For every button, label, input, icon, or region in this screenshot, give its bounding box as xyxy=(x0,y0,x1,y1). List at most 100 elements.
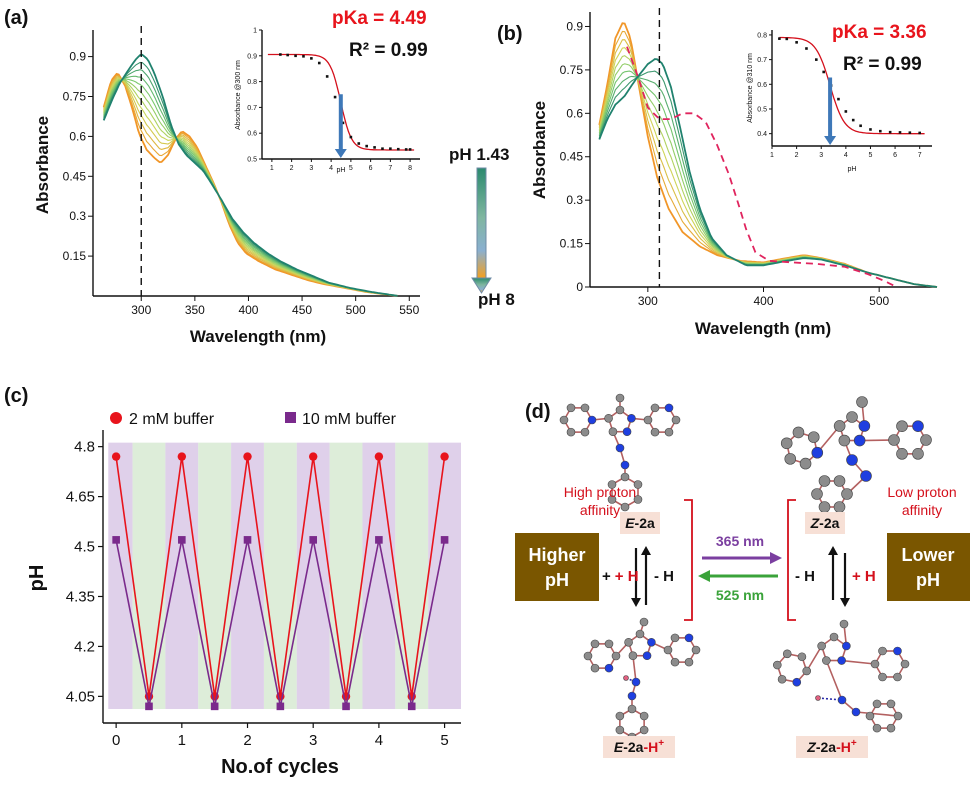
e-minus-h: - H xyxy=(654,568,674,585)
panel-c-series-1-point-9 xyxy=(407,702,416,711)
inset-b-y-tick-label-3: 0.7 xyxy=(757,57,767,64)
e-bracket xyxy=(684,499,693,621)
mol-zh-atom-4 xyxy=(817,641,826,651)
z-2a-label-bg xyxy=(805,512,845,534)
legend-label-10mm: 10 mM buffer xyxy=(302,411,397,428)
mol-z-atom-3 xyxy=(838,434,851,447)
mol-e-atom-1 xyxy=(627,413,636,423)
mol-e-atom-16 xyxy=(650,427,660,437)
panel-c-band-1 xyxy=(132,442,166,709)
z-2a-h-label: Z-2a-H+ xyxy=(806,738,857,755)
mol-z-atom-2 xyxy=(853,434,866,447)
mol-zh-bond-26 xyxy=(855,711,899,717)
legend-marker-10mm xyxy=(285,412,296,423)
mol-zh-atom-19 xyxy=(837,695,847,705)
mol-zh-atom-18 xyxy=(815,695,821,701)
e-plus-sign: + xyxy=(602,568,611,585)
inset-a-y-tick-label-5: 1 xyxy=(253,28,257,35)
mol-z-atom-20 xyxy=(841,488,853,500)
mol-z-atom-18 xyxy=(846,454,858,466)
z-plus-h: + H xyxy=(852,568,876,585)
mol-zh-atom-24 xyxy=(865,711,875,721)
inset-a-x-tick-label-6: 7 xyxy=(388,165,392,172)
mol-zh-atom-14 xyxy=(900,659,910,669)
inset-a-point-13 xyxy=(381,147,384,150)
panel-b-pka-value: pKa = 3.36 xyxy=(832,22,927,43)
panel-c-band-8 xyxy=(362,442,396,709)
mol-z-atom-5 xyxy=(811,446,824,459)
panel-b-inset: 1 2 3 4 5 6 7 0.4 0.5 0.6 0.7 0.8 pH Absorbance @31… xyxy=(747,30,932,173)
panel-b-y-tick-label-2: 0.3 xyxy=(566,193,583,207)
mol-z-atom-7 xyxy=(784,453,797,465)
mol-zh-atom-25 xyxy=(872,699,882,709)
panel-a-chart: 300 350 400 450 500 5500.150.30.450.60.750.9 … xyxy=(33,8,515,346)
mol-zh-atom-0 xyxy=(829,632,839,642)
panel-a-spectrum-10 xyxy=(103,61,398,297)
panel-a-x-tick-label-4: 500 xyxy=(346,303,366,317)
panel-c-series-1-point-7 xyxy=(342,702,350,711)
inset-a-pka-arrowhead xyxy=(334,149,347,158)
mol-z-atom-12 xyxy=(896,420,908,432)
mol-e-atom-2 xyxy=(622,427,632,437)
inset-b-point-10 xyxy=(859,124,862,128)
mol-zh-atom-11 xyxy=(870,659,880,669)
panel-c-series-0-point-8 xyxy=(374,452,384,461)
ph-gradient-bar xyxy=(476,167,487,279)
e-2a-h-label-suffix: -H xyxy=(643,739,658,755)
panel-a-y-label: Absorbance xyxy=(33,116,52,214)
panel-a-y-tick-label-5: 0.9 xyxy=(69,50,86,64)
mol-e-atom-10 xyxy=(580,403,590,413)
panel-b-spectrum-2 xyxy=(598,39,938,288)
e-plus-h-text: + H xyxy=(615,568,639,585)
mol-z-bond-27 xyxy=(816,425,841,454)
panel-a-x-tick-label-1: 350 xyxy=(185,303,205,317)
z-minus-h: - H xyxy=(795,568,815,585)
z-2a-h-label-prefix: Z xyxy=(806,739,816,755)
panel-c-series-0-point-10 xyxy=(440,452,449,461)
panel-c-series-1-point-5 xyxy=(276,702,285,711)
panel-c-y-label: pH xyxy=(26,565,48,592)
mol-eh-atom-9 xyxy=(590,639,600,649)
inset-a-y-tick-label-1: 0.6 xyxy=(247,131,257,138)
panel-c-series-1-point-0 xyxy=(112,536,120,544)
mol-z-atom-21 xyxy=(833,501,846,513)
panel-c-x-tick-label-0: 0 xyxy=(112,732,120,749)
mol-z-atom-1 xyxy=(858,420,871,432)
mol-z-atom-17 xyxy=(856,396,868,408)
inset-b-y-tick-label-1: 0.5 xyxy=(757,106,767,113)
inset-b-point-0 xyxy=(778,37,781,40)
panel-c-label: (c) xyxy=(4,385,28,407)
mol-e-atom-6 xyxy=(580,427,590,437)
inset-b-x-tick-label-1: 2 xyxy=(795,152,799,159)
inset-b-x-tick-label-2: 3 xyxy=(819,152,823,159)
mol-e-atom-24 xyxy=(607,495,617,504)
inset-b-y-tick-label-0: 0.4 xyxy=(757,131,767,138)
mol-zh-atom-26 xyxy=(886,699,896,709)
inset-b-point-13 xyxy=(888,130,892,134)
mol-e-atom-9 xyxy=(566,403,576,413)
mol-eh-atom-14 xyxy=(691,645,701,655)
panel-c-band-7 xyxy=(329,442,363,709)
inset-a-point-8 xyxy=(341,121,345,125)
z-2a-label-prefix: Z xyxy=(810,515,820,531)
mol-z-atom-4 xyxy=(833,420,846,432)
panel-a-inset: 1 2 3 4 5 6 7 8 0.5 0.6 0.7 0.8 0.9 1 pH Absorbance @… xyxy=(235,28,420,174)
higher-ph-line2: pH xyxy=(545,570,569,590)
mol-z-atom-6 xyxy=(799,457,812,470)
panel-c-y-tick-label-4: 4.65 xyxy=(66,489,95,506)
panel-a-spectrum-9 xyxy=(103,69,398,297)
low-affinity-line2: affinity xyxy=(902,502,942,518)
z-2a-label: Z-2a xyxy=(810,515,840,531)
z-2a-h-label-compound: -2a xyxy=(816,739,836,755)
mol-eh-atom-19 xyxy=(631,677,641,687)
mol-eh-atom-5 xyxy=(611,651,621,661)
inset-b-point-3 xyxy=(805,47,808,50)
inset-b-pka-arrowhead xyxy=(824,136,837,145)
panel-c-x-tick-label-1: 1 xyxy=(178,732,186,749)
panel-c-series-1-point-4 xyxy=(243,536,252,544)
inset-b-x-tick-label-4: 5 xyxy=(869,152,873,159)
uv-arrowhead xyxy=(770,552,782,564)
z-up-arrowhead xyxy=(828,546,838,555)
